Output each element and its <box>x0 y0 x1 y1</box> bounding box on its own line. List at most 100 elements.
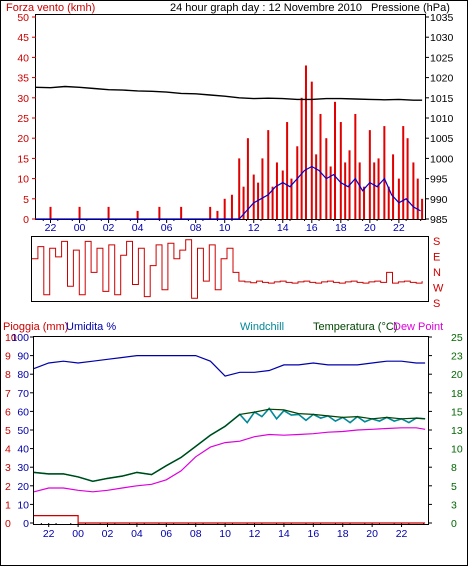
rain-y-tick-label: 9 <box>5 351 11 363</box>
wind-gust-bar <box>246 138 249 219</box>
wind-gust-bar <box>334 101 337 219</box>
wind-x-tick-label: 08 <box>190 222 202 234</box>
wind-x-tick-label: 04 <box>132 222 144 234</box>
weather-x-tick-label: 22 <box>43 528 55 540</box>
humidity-y-tick-label: 50 <box>17 425 29 437</box>
wind-gust-bar <box>286 122 289 219</box>
humidity-y-tick-label: 20 <box>17 481 29 493</box>
wind-x-tick-label: 22 <box>45 222 57 234</box>
direction-tick-label: S <box>433 298 440 310</box>
direction-tick-label: N <box>433 267 441 279</box>
dewpoint-title: Dew Point <box>393 321 443 333</box>
wind-gust-bar <box>315 154 318 219</box>
temp-y-tick-label: 5 <box>451 481 457 493</box>
wind-gust-bar <box>373 162 376 219</box>
wind-gust-bar <box>310 81 313 219</box>
temp-y-tick-label: 25 <box>451 332 463 344</box>
humidity-y-tick-label: 70 <box>17 388 29 400</box>
rain-y-tick-label: 3 <box>5 462 11 474</box>
rain-y-tick-label: 8 <box>5 369 11 381</box>
wind-y-tick-label: 0 <box>23 214 29 226</box>
weather-x-tick-label: 22 <box>396 528 408 540</box>
wind-gust-bar <box>406 138 409 219</box>
rain-line <box>34 514 426 524</box>
wind-gust-bar <box>296 146 299 219</box>
pressure-line <box>35 85 423 101</box>
direction-tick-label: W <box>433 283 444 295</box>
wind-gust-bar <box>416 178 419 219</box>
wind-y-tick-label: 25 <box>17 113 29 125</box>
temp-y-tick-label: 13 <box>451 425 463 437</box>
temp-y-tick-label: 0 <box>451 518 457 530</box>
wind-x-tick-label: 12 <box>248 222 260 234</box>
wind-y-tick-label: 5 <box>23 194 29 206</box>
wind-average-line <box>36 165 421 220</box>
temp-y-tick-label: 18 <box>451 388 463 400</box>
direction-tick-label: S <box>433 236 440 248</box>
wind-gust-bar <box>230 194 233 219</box>
temp-y-tick-label: 23 <box>451 351 463 363</box>
humidity-y-tick-label: 40 <box>17 444 29 456</box>
wind-gust-bar <box>261 158 264 219</box>
wind-gust-bar <box>136 210 139 219</box>
wind-x-tick-label: 10 <box>219 222 231 234</box>
wind-y-tick-label: 15 <box>17 153 29 165</box>
wind-gust-bar <box>392 154 395 219</box>
rain-y-tick-label: 6 <box>5 406 11 418</box>
dewpoint-line <box>33 427 426 493</box>
wind-y-tick-label: 10 <box>17 174 29 186</box>
wind-gust-bar <box>402 126 405 219</box>
wind-gust-bar <box>358 162 361 219</box>
wind-x-tick-label: 20 <box>364 222 376 234</box>
wind-x-tick-label: 16 <box>306 222 318 234</box>
wind-gust-bar <box>271 186 274 219</box>
temperature-line <box>33 408 426 482</box>
chart-title: 24 hour graph day : 12 Novembre 2010 <box>170 2 362 14</box>
wind-gust-bar <box>397 178 400 219</box>
wind-gust-bar <box>421 198 424 219</box>
wind-gust-bar <box>158 206 161 219</box>
wind-gust-bar <box>339 122 342 219</box>
wind-gust-bar <box>209 206 212 219</box>
humidity-y-tick-label: 90 <box>17 351 29 363</box>
pressure-y-tick-label: 1005 <box>430 133 454 145</box>
rain-y-tick-label: 1 <box>5 499 11 511</box>
wind-gust-bar <box>304 65 307 219</box>
wind-gust-bar <box>252 174 255 219</box>
wind-gust-bar <box>290 178 293 219</box>
weather-x-tick-label: 14 <box>278 528 290 540</box>
temp-y-tick-label: 3 <box>451 499 457 511</box>
pressure-y-tick-label: 1000 <box>430 153 454 165</box>
wind-gust-bar <box>281 170 284 219</box>
wind-gust-bar <box>412 162 415 219</box>
wind-axis-title: Forza vento (kmh) <box>6 2 95 14</box>
wind-gust-bar <box>275 162 278 219</box>
wind-x-tick-label: 02 <box>103 222 115 234</box>
rain-y-tick-label: 0 <box>5 518 11 530</box>
wind-gust-bar <box>49 206 52 219</box>
wind-gust-bar <box>329 166 332 219</box>
wind-gust-bar <box>180 206 183 219</box>
temperature-title: Temperatura (°C) <box>313 321 397 333</box>
humidity-line <box>33 355 426 377</box>
weather-x-tick-label: 16 <box>307 528 319 540</box>
temp-y-tick-label: 8 <box>451 462 457 474</box>
wind-gust-bar <box>216 210 219 219</box>
weather-x-tick-label: 08 <box>190 528 202 540</box>
direction-panel-frame <box>31 236 429 302</box>
wind-y-tick-label: 40 <box>17 52 29 64</box>
wind-x-tick-label: 18 <box>335 222 347 234</box>
wind-gust-bar <box>78 206 81 219</box>
pressure-axis-title: Pressione (hPa) <box>371 2 450 14</box>
humidity-y-tick-label: 80 <box>17 369 29 381</box>
wind-gust-bar <box>319 113 322 219</box>
rain-y-tick-label: 2 <box>5 481 11 493</box>
pressure-y-tick-label: 1020 <box>430 73 454 85</box>
humidity-title: Umidita % <box>66 321 116 333</box>
weather-x-tick-label: 12 <box>249 528 261 540</box>
rain-title: Pioggia (mm) <box>3 321 68 333</box>
pressure-y-tick-label: 990 <box>430 194 448 206</box>
rain-y-tick-label: 7 <box>5 388 11 400</box>
